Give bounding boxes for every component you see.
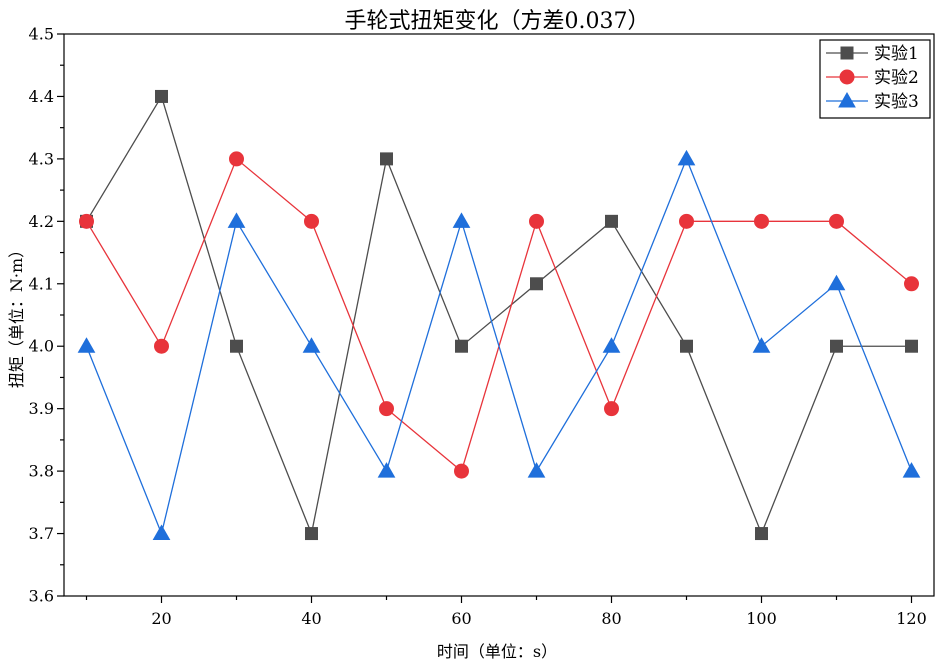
series-3-point (77, 337, 96, 353)
series-2-point (454, 463, 469, 479)
y-tick-label: 3.8 (29, 462, 54, 481)
series-1-point (305, 527, 318, 541)
x-tick-label: 120 (896, 609, 927, 628)
x-tick-label: 60 (451, 609, 471, 628)
series-3-point (752, 337, 771, 353)
y-tick-label: 4.5 (29, 25, 54, 44)
legend-marker (840, 46, 854, 60)
series-2-point (379, 401, 394, 417)
series-3-point (152, 524, 171, 541)
series-3-point (527, 462, 546, 478)
series-2-point (529, 213, 544, 229)
series-1-point (380, 152, 393, 166)
series-2-point (304, 213, 319, 229)
series-layer (77, 89, 921, 541)
series-2-point (79, 213, 94, 229)
y-tick-label: 3.6 (29, 587, 54, 606)
series-3-point (677, 149, 696, 166)
series-2-point (154, 338, 169, 354)
x-axis: 20 40 60 80 100 120 (85, 596, 927, 628)
series-1-point (530, 277, 543, 291)
x-axis-label: 时间（单位：s） (437, 642, 557, 661)
legend-item: 实验2 (826, 68, 919, 88)
series-3-point (227, 212, 246, 228)
legend-marker (838, 91, 856, 108)
series-1-point (755, 527, 768, 541)
x-tick-label: 40 (301, 609, 321, 628)
series-2-point (679, 213, 694, 229)
legend-label: 实验1 (874, 44, 919, 64)
series-3 (77, 149, 921, 541)
legend-item: 实验3 (826, 91, 919, 112)
y-tick-label: 4.4 (29, 87, 54, 106)
series-1-point (155, 89, 168, 103)
series-1-point (905, 339, 918, 353)
series-3-point (302, 337, 321, 353)
series-2-point (904, 276, 919, 292)
series-1-point (230, 339, 243, 353)
series-3-point (902, 462, 921, 478)
y-tick-label: 4.2 (29, 212, 54, 231)
series-3-point (827, 274, 846, 291)
legend-marker (839, 69, 855, 85)
legend-item: 实验1 (826, 44, 919, 64)
series-2-point (754, 213, 769, 229)
series-1-point (455, 339, 468, 353)
series-2-point (604, 401, 619, 417)
y-tick-label: 4.3 (29, 149, 54, 168)
legend: 实验1 实验2 实验3 (819, 39, 931, 119)
y-axis: 3.6 3.7 3.8 3.9 4.0 4.1 4.2 4.3 4.4 4.5 (29, 25, 64, 606)
y-tick-label: 3.9 (29, 399, 54, 418)
series-2-point (829, 213, 844, 229)
series-1-point (605, 214, 618, 228)
legend-label: 实验3 (874, 92, 919, 112)
series-3-line (85, 157, 913, 536)
y-tick-label: 4.1 (29, 274, 54, 293)
x-tick-label: 20 (151, 609, 171, 628)
series-1-point (830, 339, 843, 353)
y-tick-label: 3.7 (29, 524, 54, 543)
chart-title: 手轮式扭矩变化（方差0.037） (345, 9, 650, 34)
series-3-point (602, 337, 621, 353)
series-3-point (452, 212, 471, 228)
y-axis-label: 扭矩（单位：N·m） (7, 242, 26, 388)
series-2-point (229, 151, 244, 167)
series-1 (80, 89, 918, 541)
x-tick-label: 100 (746, 609, 777, 628)
y-tick-label: 4.0 (29, 337, 54, 356)
series-3-point (377, 462, 396, 478)
series-1-line (85, 94, 912, 536)
legend-label: 实验2 (874, 68, 919, 88)
series-1-point (680, 339, 693, 353)
x-tick-label: 80 (601, 609, 621, 628)
